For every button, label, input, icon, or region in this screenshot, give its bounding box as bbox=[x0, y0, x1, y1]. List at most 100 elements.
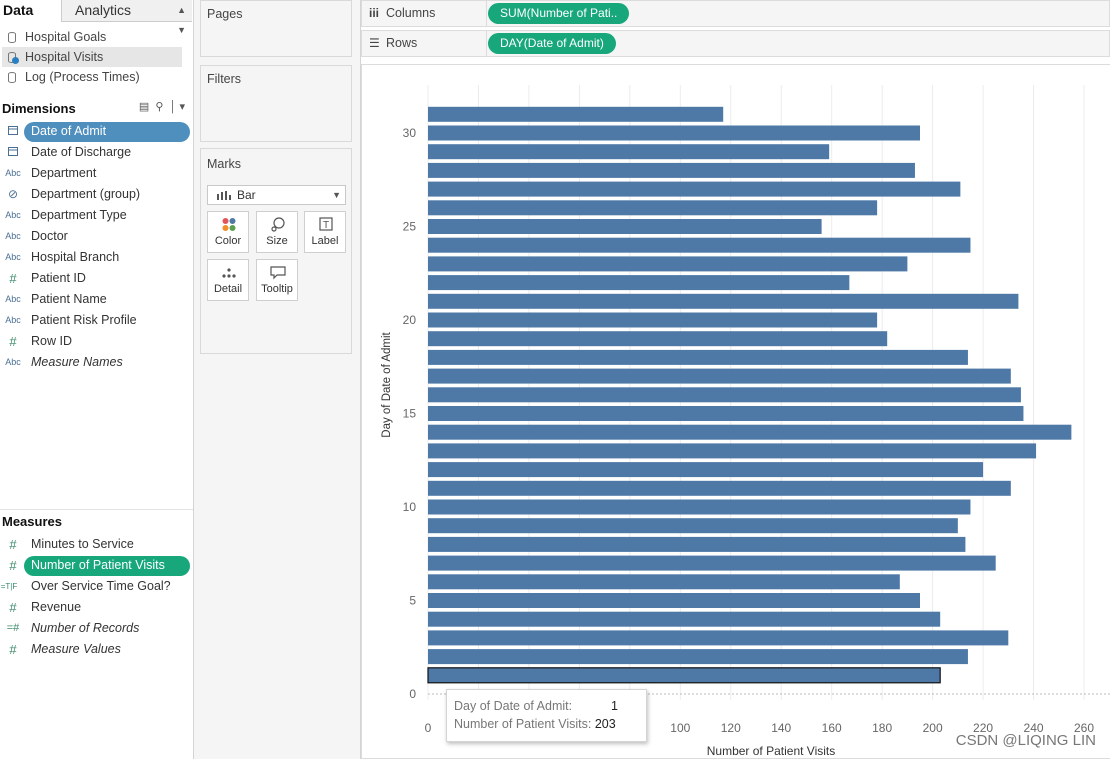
bar-day-11[interactable] bbox=[428, 480, 1011, 496]
field-item[interactable]: # Number of Patient Visits bbox=[0, 555, 193, 576]
field-name: Department Type bbox=[31, 208, 127, 222]
field-item[interactable]: Date of Discharge bbox=[0, 142, 193, 163]
bar-day-1[interactable] bbox=[427, 667, 941, 684]
bar-day-22[interactable] bbox=[428, 275, 850, 291]
bar-day-23[interactable] bbox=[428, 256, 908, 272]
bar-day-19[interactable] bbox=[428, 331, 888, 347]
size-button[interactable]: Size bbox=[256, 211, 298, 253]
dropdown-arrow-icon[interactable]: ▾ bbox=[179, 101, 185, 113]
columns-pill[interactable]: SUM(Number of Pati.. bbox=[488, 3, 630, 24]
field-item[interactable]: # Revenue bbox=[0, 597, 193, 618]
bar-day-31[interactable] bbox=[428, 106, 724, 122]
bar-chart[interactable]: 0510152025300204060801001201401601802002… bbox=[362, 65, 1110, 760]
updown-arrows-icon[interactable]: ▲ ▼ bbox=[177, 5, 186, 35]
filters-title: Filters bbox=[207, 72, 242, 86]
bar-day-12[interactable] bbox=[428, 462, 984, 478]
field-item[interactable]: =T|F Over Service Time Goal? bbox=[0, 576, 193, 597]
bar-day-17[interactable] bbox=[428, 368, 1011, 384]
calculated-number-icon: =# bbox=[6, 622, 20, 634]
view-list-icon[interactable]: ▤ bbox=[138, 101, 150, 113]
field-item[interactable]: Abc Department bbox=[0, 163, 193, 184]
bar-day-7[interactable] bbox=[428, 555, 996, 571]
shelves-pane: Pages Filters Marks Bar ▼ Color Size T L… bbox=[194, 0, 361, 759]
bar-day-27[interactable] bbox=[428, 181, 961, 197]
bar-day-2[interactable] bbox=[428, 649, 968, 665]
field-item[interactable]: Abc Patient Risk Profile bbox=[0, 310, 193, 331]
field-item[interactable]: =# Number of Records bbox=[0, 618, 193, 639]
tooltip-popup: Day of Date of Admit: 1 Number of Patien… bbox=[446, 689, 647, 742]
field-item[interactable]: # Minutes to Service bbox=[0, 534, 193, 555]
field-item[interactable]: # Measure Values bbox=[0, 639, 193, 660]
detail-button[interactable]: Detail bbox=[207, 259, 249, 301]
tooltip-value: 1 bbox=[611, 699, 618, 713]
bar-day-30[interactable] bbox=[428, 125, 920, 141]
field-item[interactable]: # Row ID bbox=[0, 331, 193, 352]
search-icon[interactable]: ⚲ bbox=[155, 101, 164, 113]
columns-label: Columns bbox=[386, 6, 436, 20]
field-item[interactable]: ⊘ Department (group) bbox=[0, 184, 193, 205]
field-item[interactable]: Abc Patient Name bbox=[0, 289, 193, 310]
number-icon: # bbox=[9, 642, 17, 657]
tooltip-row: Day of Date of Admit: 1 bbox=[454, 699, 618, 713]
bar-chart-icon bbox=[217, 191, 231, 200]
y-tick-label: 10 bbox=[403, 500, 417, 514]
string-icon: Abc bbox=[5, 357, 21, 367]
bar-day-6[interactable] bbox=[428, 574, 900, 590]
field-name: Patient ID bbox=[31, 271, 86, 285]
datasource-item[interactable]: Hospital Goals bbox=[2, 27, 182, 47]
bar-day-15[interactable] bbox=[428, 406, 1024, 421]
bar-day-24[interactable] bbox=[428, 237, 971, 253]
bar-day-26[interactable] bbox=[428, 200, 878, 216]
bar-day-18[interactable] bbox=[428, 349, 968, 365]
bar-day-4[interactable] bbox=[428, 611, 941, 627]
mark-type-dropdown[interactable]: Bar ▼ bbox=[207, 185, 346, 205]
tab-data[interactable]: Data bbox=[0, 0, 64, 22]
filters-card[interactable]: Filters bbox=[200, 65, 352, 142]
bar-day-20[interactable] bbox=[428, 312, 878, 328]
field-item[interactable]: Abc Measure Names bbox=[0, 352, 193, 373]
field-item[interactable]: Abc Doctor bbox=[0, 226, 193, 247]
number-icon: # bbox=[9, 537, 17, 552]
shelf-divider bbox=[486, 31, 487, 56]
x-axis-title: Number of Patient Visits bbox=[707, 744, 836, 758]
bar-day-10[interactable] bbox=[428, 499, 971, 515]
pages-card[interactable]: Pages bbox=[200, 0, 352, 57]
bar-day-21[interactable] bbox=[428, 293, 1019, 309]
bar-day-16[interactable] bbox=[428, 387, 1021, 403]
bar-day-9[interactable] bbox=[428, 518, 958, 534]
calendar-icon bbox=[4, 121, 22, 142]
datasource-item-selected[interactable]: Hospital Visits bbox=[2, 47, 182, 67]
bar-day-13[interactable] bbox=[428, 443, 1037, 459]
bar-day-28[interactable] bbox=[428, 162, 915, 178]
tab-analytics-label: Analytics bbox=[75, 2, 132, 18]
measures-title: Measures bbox=[2, 514, 62, 529]
bar-day-3[interactable] bbox=[428, 630, 1009, 646]
field-item[interactable]: # Patient ID bbox=[0, 268, 193, 289]
rows-shelf: ☰ Rows DAY(Date of Admit) bbox=[361, 30, 1110, 57]
x-tick-label: 0 bbox=[425, 721, 432, 735]
dimension-toolbar: ▤ ⚲ │ ▾ bbox=[138, 101, 185, 113]
bar-day-5[interactable] bbox=[428, 593, 920, 608]
number-icon: # bbox=[9, 600, 17, 615]
tooltip-button[interactable]: Tooltip bbox=[256, 259, 298, 301]
columns-shelf: iii Columns SUM(Number of Pati.. bbox=[361, 0, 1110, 27]
watermark-text: CSDN @LIQING LIN bbox=[955, 732, 1096, 749]
detail-dots-icon bbox=[222, 268, 236, 278]
string-icon: Abc bbox=[5, 210, 21, 220]
label-button[interactable]: T Label bbox=[304, 211, 346, 253]
field-item[interactable]: Abc Department Type bbox=[0, 205, 193, 226]
svg-text:T: T bbox=[323, 220, 329, 231]
x-tick-label: 220 bbox=[973, 721, 993, 735]
field-item[interactable]: Date of Admit bbox=[0, 121, 193, 142]
bar-day-8[interactable] bbox=[428, 536, 966, 552]
datasource-item[interactable]: Log (Process Times) bbox=[2, 67, 182, 87]
bar-day-14[interactable] bbox=[428, 424, 1072, 440]
rows-pill[interactable]: DAY(Date of Admit) bbox=[488, 33, 616, 54]
color-button[interactable]: Color bbox=[207, 211, 249, 253]
tab-analytics[interactable]: Analytics ▲ ▼ bbox=[61, 0, 192, 35]
field-name: Measure Values bbox=[31, 642, 121, 656]
bar-day-29[interactable] bbox=[428, 144, 830, 160]
y-tick-label: 30 bbox=[403, 126, 417, 140]
bar-day-25[interactable] bbox=[428, 219, 822, 234]
field-item[interactable]: Abc Hospital Branch bbox=[0, 247, 193, 268]
